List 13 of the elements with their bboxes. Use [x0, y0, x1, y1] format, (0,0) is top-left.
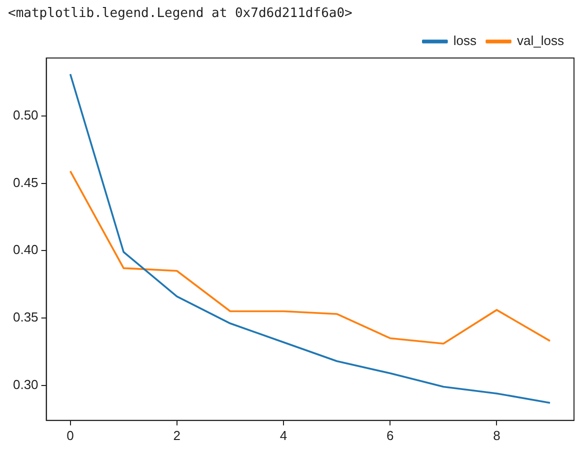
y-tick-label: 0.50 [12, 108, 38, 123]
y-tick-label: 0.35 [12, 310, 38, 325]
x-tick-label: 6 [386, 428, 394, 443]
legend-label: val_loss [517, 33, 564, 48]
y-tick-label: 0.45 [12, 174, 38, 190]
x-tick-label: 0 [66, 428, 74, 443]
y-tick-label: 0.40 [12, 242, 38, 258]
legend-label: loss [453, 33, 478, 48]
text: <matplotlib.legend.Legend at 0x7d6d211df6a0> [7, 5, 354, 21]
y-tick-label: 0.30 [12, 376, 38, 392]
x-tick-label: 2 [173, 428, 181, 443]
x-tick-label: 4 [280, 428, 288, 443]
x-tick-label: 8 [493, 428, 500, 443]
